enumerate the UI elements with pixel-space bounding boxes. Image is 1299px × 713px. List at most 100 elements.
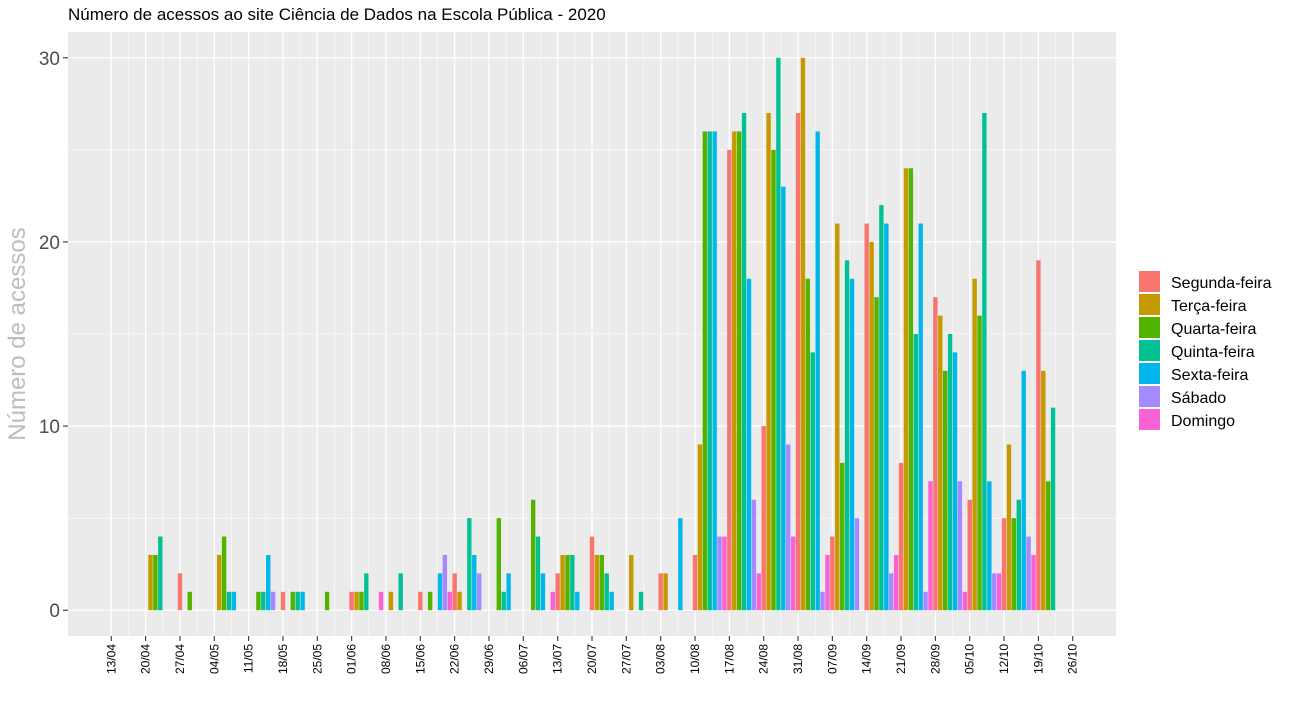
- bar: [918, 223, 923, 611]
- bar: [1001, 518, 1007, 611]
- bar: [398, 573, 403, 611]
- bar: [427, 591, 433, 611]
- bar: [560, 554, 565, 611]
- bar: [933, 297, 938, 611]
- bar: [786, 444, 791, 611]
- x-tick-label: 14/09: [860, 644, 874, 674]
- bar: [839, 462, 845, 611]
- x-tick-label: 27/07: [619, 644, 633, 674]
- bar: [825, 554, 830, 611]
- bar: [874, 297, 879, 611]
- x-tick-label: 19/10: [1031, 644, 1045, 674]
- bar: [898, 462, 904, 611]
- bar: [226, 591, 232, 611]
- x-tick-label: 13/04: [104, 644, 118, 674]
- bar: [962, 591, 968, 611]
- x-tick-label: 07/09: [825, 644, 839, 674]
- bar: [638, 591, 644, 611]
- legend-swatch: [1139, 294, 1160, 315]
- bar: [884, 223, 889, 611]
- legend-label: Segunda-feira: [1171, 275, 1272, 292]
- bar: [388, 591, 394, 611]
- legend-label: Quarta-feira: [1171, 321, 1256, 338]
- x-tick-label: 15/06: [413, 644, 427, 674]
- bar: [810, 352, 815, 611]
- x-tick-label: 13/07: [551, 644, 565, 674]
- bar: [972, 278, 977, 611]
- bar: [923, 591, 928, 611]
- bar: [501, 591, 506, 611]
- bar: [781, 186, 786, 611]
- legend-label: Terça-feira: [1171, 298, 1247, 315]
- x-axis: 13/04 20/04 27/04 04/05 11/05 18/05 25/05 01/06…: [104, 636, 1080, 674]
- bar: [354, 591, 359, 611]
- legend-swatch: [1139, 409, 1160, 430]
- x-tick-label: 03/08: [654, 644, 668, 674]
- x-tick-label: 06/07: [516, 644, 530, 674]
- bar: [996, 573, 1002, 611]
- bar: [359, 591, 364, 611]
- bar: [364, 573, 369, 611]
- bar: [231, 591, 237, 611]
- bar: [761, 426, 766, 611]
- bar: [177, 573, 183, 611]
- x-tick-label: 17/08: [722, 644, 736, 674]
- bar: [697, 444, 703, 611]
- bar: [776, 57, 781, 611]
- bar: [261, 591, 266, 611]
- bar: [992, 573, 997, 611]
- bar: [982, 113, 987, 611]
- bar: [300, 591, 305, 611]
- legend: Segunda-feira Terça-feira Quarta-feira Quin…: [1139, 271, 1272, 430]
- bar: [967, 499, 972, 611]
- x-tick-label: 05/10: [963, 644, 977, 674]
- bar: [589, 536, 595, 611]
- bar: [378, 591, 384, 611]
- bar: [741, 113, 747, 611]
- bar: [295, 591, 300, 611]
- bar: [153, 554, 158, 611]
- x-tick-label: 20/04: [139, 644, 153, 674]
- bar: [869, 241, 874, 611]
- bar: [707, 131, 712, 611]
- legend-label: Quinta-feira: [1171, 344, 1255, 361]
- bar: [712, 131, 717, 611]
- bar: [452, 573, 457, 611]
- bar: [947, 334, 953, 611]
- chart-title: Número de acessos ao site Ciência de Dad…: [68, 5, 606, 24]
- bar: [1045, 481, 1051, 611]
- bar: [496, 518, 502, 611]
- bar: [575, 591, 580, 611]
- x-tick-label: 12/10: [997, 644, 1011, 674]
- bar: [854, 518, 860, 611]
- x-tick-label: 26/10: [1066, 644, 1080, 674]
- bar: [663, 573, 668, 611]
- bar: [221, 536, 227, 611]
- bar: [349, 591, 354, 611]
- x-tick-label: 18/05: [276, 644, 290, 674]
- legend-label: Sexta-feira: [1171, 367, 1248, 384]
- bar: [908, 168, 914, 611]
- bar: [270, 591, 276, 611]
- bar: [889, 573, 894, 611]
- bar: [1036, 260, 1041, 611]
- bar: [864, 223, 869, 611]
- bars: [148, 57, 1056, 611]
- bar: [599, 554, 605, 611]
- bar: [756, 573, 761, 611]
- y-tick-label: 10: [39, 417, 60, 438]
- bar: [658, 573, 663, 611]
- legend-label: Domingo: [1171, 413, 1235, 430]
- bar: [530, 499, 536, 611]
- bar: [442, 554, 448, 611]
- x-tick-label: 29/06: [482, 644, 496, 674]
- bar: [732, 131, 737, 611]
- bar: [722, 536, 727, 611]
- bar: [879, 205, 884, 611]
- bar: [835, 223, 840, 611]
- y-tick-label: 30: [39, 49, 60, 70]
- bar: [476, 573, 482, 611]
- bar: [609, 591, 614, 611]
- x-tick-label: 22/06: [448, 644, 462, 674]
- legend-swatch: [1139, 271, 1160, 292]
